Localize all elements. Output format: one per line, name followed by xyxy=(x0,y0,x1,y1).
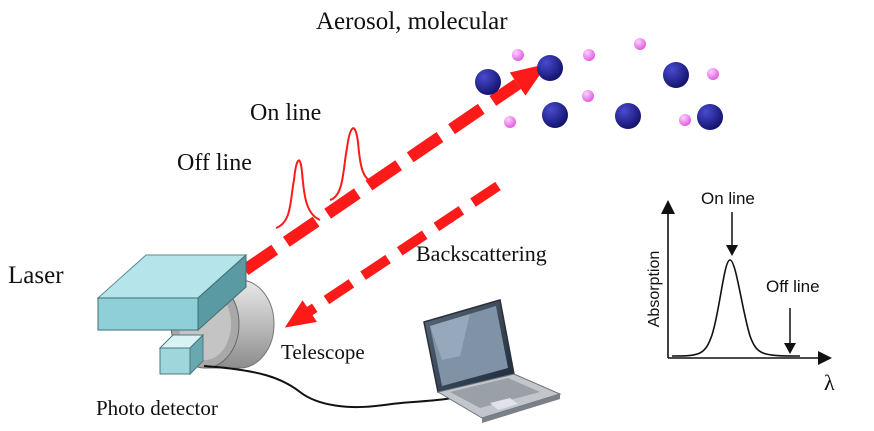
inset-y-axis-label: Absorption xyxy=(646,250,663,328)
molecule-small xyxy=(634,38,646,50)
molecule-large xyxy=(475,69,501,95)
inset-off-line-label: Off line xyxy=(766,277,820,296)
signal-cable xyxy=(203,365,453,409)
backscatter-beam xyxy=(284,181,501,328)
telescope-label: Telescope xyxy=(281,340,365,364)
outgoing-laser-beam xyxy=(241,63,548,275)
molecule-large xyxy=(537,55,563,81)
absorption-peak-curve xyxy=(671,259,801,357)
off-line-label: Off line xyxy=(177,150,252,176)
on-line-pulse xyxy=(329,127,379,201)
inset-on-line-label: On line xyxy=(701,189,755,208)
molecule-large xyxy=(663,62,689,88)
molecule-large xyxy=(542,102,568,128)
photo-detector xyxy=(158,333,205,376)
molecule-small xyxy=(707,68,719,80)
molecule-large xyxy=(615,103,641,129)
laptop-computer xyxy=(423,299,562,423)
laser-unit xyxy=(96,253,248,332)
laser-label: Laser xyxy=(8,262,64,289)
inset-x-axis-label: λ xyxy=(824,370,835,395)
absorption-inset-plot xyxy=(661,200,832,365)
off-line-pulse xyxy=(275,159,321,229)
aerosol-particles xyxy=(475,38,723,130)
molecule-small xyxy=(512,49,524,61)
backscattering-label: Backscattering xyxy=(416,241,547,266)
on-line-label: On line xyxy=(250,100,322,126)
molecule-small xyxy=(582,90,594,102)
molecule-small xyxy=(679,114,691,126)
molecule-small xyxy=(583,49,595,61)
molecule-small xyxy=(504,116,516,128)
aerosol-label: Aerosol, molecular xyxy=(316,8,508,35)
photo-detector-label: Photo detector xyxy=(96,396,218,420)
molecule-large xyxy=(697,104,723,130)
